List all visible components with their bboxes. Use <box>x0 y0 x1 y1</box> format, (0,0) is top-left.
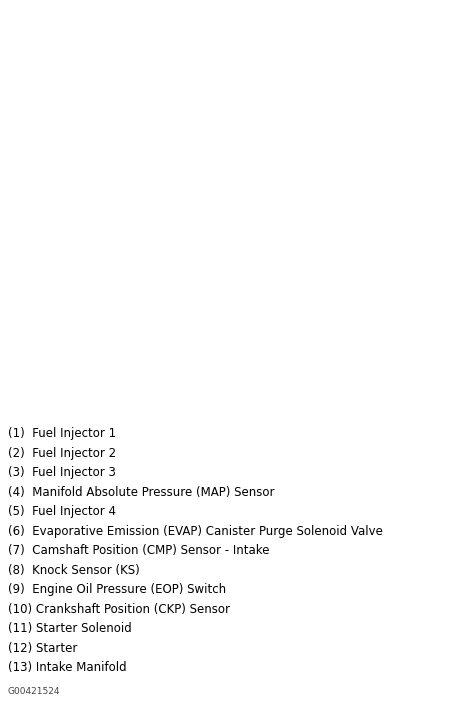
Text: (5)  Fuel Injector 4: (5) Fuel Injector 4 <box>8 505 116 518</box>
Text: (3)  Fuel Injector 3: (3) Fuel Injector 3 <box>8 466 116 479</box>
Text: G00421524: G00421524 <box>8 686 61 695</box>
Text: (7)  Camshaft Position (CMP) Sensor - Intake: (7) Camshaft Position (CMP) Sensor - Int… <box>8 544 270 557</box>
Text: (4)  Manifold Absolute Pressure (MAP) Sensor: (4) Manifold Absolute Pressure (MAP) Sen… <box>8 486 274 498</box>
Text: (11) Starter Solenoid: (11) Starter Solenoid <box>8 622 132 635</box>
Text: (6)  Evaporative Emission (EVAP) Canister Purge Solenoid Valve: (6) Evaporative Emission (EVAP) Canister… <box>8 524 383 538</box>
Text: (13) Intake Manifold: (13) Intake Manifold <box>8 661 127 674</box>
Text: (9)  Engine Oil Pressure (EOP) Switch: (9) Engine Oil Pressure (EOP) Switch <box>8 583 226 596</box>
Text: (1)  Fuel Injector 1: (1) Fuel Injector 1 <box>8 427 116 440</box>
Text: (10) Crankshaft Position (CKP) Sensor: (10) Crankshaft Position (CKP) Sensor <box>8 603 230 615</box>
Text: (2)  Fuel Injector 2: (2) Fuel Injector 2 <box>8 447 116 460</box>
Text: (8)  Knock Sensor (KS): (8) Knock Sensor (KS) <box>8 564 140 576</box>
Text: (12) Starter: (12) Starter <box>8 641 77 655</box>
